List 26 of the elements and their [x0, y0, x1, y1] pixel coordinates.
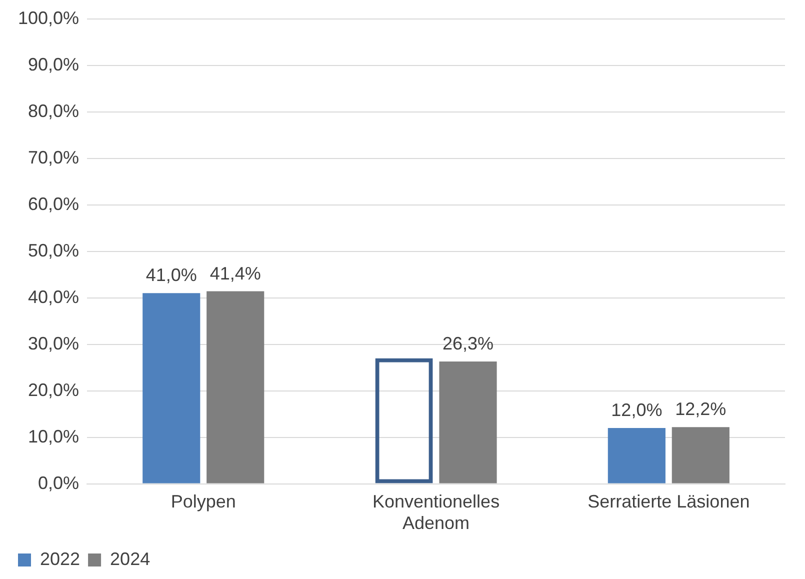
y-tick-label: 10,0% — [28, 426, 80, 446]
x-tick-label: Konventionelles Adenom — [372, 492, 500, 534]
y-tick-label: 80,0% — [28, 100, 80, 121]
bar — [672, 427, 730, 484]
data-label: 41,4% — [210, 263, 261, 284]
data-label: 12,0% — [611, 400, 662, 420]
y-tick-label: 30,0% — [28, 333, 80, 354]
data-label: 12,2% — [675, 399, 726, 420]
x-tick-label: Polypen — [170, 492, 236, 512]
bar — [439, 362, 497, 484]
data-label: 41,0% — [146, 265, 197, 286]
y-tick-label: 70,0% — [28, 147, 80, 168]
y-tick-label: 90,0% — [28, 54, 80, 74]
y-tick-label: 20,0% — [28, 380, 80, 400]
y-tick-label: 40,0% — [28, 286, 80, 307]
bar — [206, 291, 264, 484]
y-tick-label: 60,0% — [28, 194, 80, 214]
y-tick-label: 50,0% — [28, 240, 80, 260]
bar — [142, 293, 200, 484]
y-tick-label: 100,0% — [18, 8, 80, 28]
bar — [608, 428, 666, 484]
x-tick-label: Serratierte Läsionen — [588, 492, 750, 512]
legend-label: 2024 — [110, 548, 150, 569]
legend-label: 2022 — [40, 548, 80, 569]
data-label: 26,3% — [442, 333, 494, 354]
y-tick-label: 0,0% — [38, 472, 80, 493]
